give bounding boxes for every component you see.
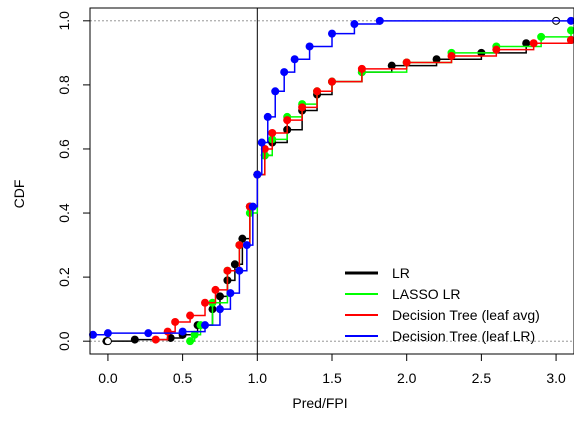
series-line-2 — [155, 40, 572, 341]
series-2-point-5 — [211, 285, 220, 294]
series-0-point-20 — [432, 55, 441, 64]
x-tick-label-5: 2.5 — [472, 370, 492, 386]
series-1-point-19 — [567, 26, 574, 35]
series-0-point-1 — [130, 335, 139, 344]
series-3-point-2 — [144, 329, 153, 338]
series-0-point-6 — [215, 292, 224, 301]
series-1-point-18 — [537, 32, 546, 41]
series-2-point-15 — [328, 77, 336, 86]
x-axis-label: Pred/FPI — [292, 395, 347, 411]
series-3-point-1 — [103, 329, 112, 338]
series-2-point-3 — [186, 311, 195, 320]
y-tick-label-4: 0.8 — [56, 75, 72, 95]
series-3-point-0 — [88, 330, 97, 339]
legend-label-1: LASSO LR — [392, 286, 460, 302]
series-3-point-3 — [178, 327, 187, 336]
series-2-point-6 — [223, 266, 232, 275]
series-2-point-7 — [235, 241, 244, 250]
series-2-point-17 — [402, 58, 411, 67]
axes: 0.0 0.5 1.0 1.5 2.0 2.5 3.0 0.0 0.2 0.4 0.6 0.8 1.0 — [56, 7, 574, 386]
series-3-point-10 — [253, 170, 262, 179]
series-2-point-1 — [163, 327, 172, 336]
series-2-point-21 — [567, 36, 574, 45]
x-tick-label-0: 0.0 — [98, 370, 118, 386]
series-3-point-13 — [271, 87, 280, 96]
series-3-point-17 — [328, 29, 336, 38]
series-2-point-11 — [268, 128, 277, 137]
series-3-point-12 — [263, 112, 272, 121]
series-3-point-8 — [242, 241, 251, 250]
series-3-point-20 — [567, 16, 574, 25]
series-0-point-9 — [238, 234, 247, 243]
series-2-point-19 — [492, 45, 501, 54]
series-3-point-9 — [248, 202, 257, 211]
series-3-point-16 — [305, 42, 314, 51]
series-2-point-12 — [283, 116, 292, 125]
x-tick-label-3: 1.5 — [322, 370, 342, 386]
series-0-point-8 — [230, 260, 239, 269]
series-2-point-20 — [529, 39, 538, 48]
y-tick-label-2: 0.4 — [56, 203, 72, 223]
x-tick-label-6: 3.0 — [546, 370, 566, 386]
series-0-point-19 — [387, 61, 396, 70]
series-2-point-14 — [313, 87, 322, 96]
series-2-point-4 — [201, 298, 210, 307]
x-tick-label-1: 0.5 — [173, 370, 193, 386]
y-axis-label: CDF — [11, 180, 27, 209]
series-2-point-0 — [151, 335, 160, 344]
series-1-point-0 — [186, 337, 195, 346]
y-tick-label-3: 0.6 — [56, 139, 72, 159]
series-2-point-16 — [357, 64, 366, 73]
plot-area — [88, 8, 574, 354]
y-tick-label-0: 0.0 — [56, 331, 72, 351]
series-1-point-1 — [190, 330, 199, 339]
series-3-point-6 — [226, 289, 235, 298]
series-3-point-4 — [201, 321, 210, 330]
x-tick-label-4: 2.0 — [397, 370, 417, 386]
series-0-open-point-0 — [103, 337, 112, 346]
legend: LR LASSO LR Decision Tree (leaf avg) Decisi… — [345, 265, 540, 344]
y-tick-label-1: 0.2 — [56, 267, 72, 287]
series-2-point-13 — [298, 103, 307, 112]
y-tick-label-5: 1.0 — [56, 11, 72, 31]
series-3-point-15 — [290, 55, 299, 64]
series-3-point-7 — [235, 266, 244, 275]
series-3-point-14 — [280, 68, 289, 77]
legend-label-2: Decision Tree (leaf avg) — [392, 307, 540, 323]
legend-label-0: LR — [392, 265, 410, 281]
x-tick-label-2: 1.0 — [248, 370, 268, 386]
series-2-point-18 — [447, 52, 456, 61]
series-0-point-22 — [522, 39, 531, 48]
series-3-point-18 — [350, 20, 359, 29]
series-2-point-10 — [260, 144, 269, 153]
series-0-point-2 — [166, 333, 175, 342]
series-3-point-5 — [215, 305, 224, 314]
series-3-point-11 — [257, 138, 266, 147]
series-3-point-19 — [375, 16, 384, 25]
legend-label-3: Decision Tree (leaf LR) — [392, 328, 535, 344]
series-2-point-2 — [171, 317, 180, 326]
